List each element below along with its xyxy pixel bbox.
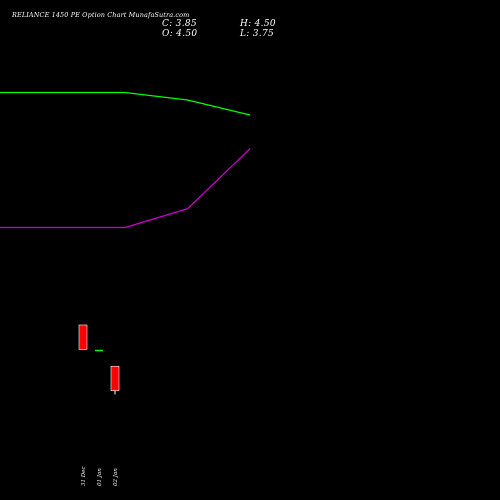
- candles: [78, 324, 120, 395]
- x-tick-label: 02 Jan: [113, 468, 119, 486]
- candle-body: [78, 324, 88, 350]
- chart-title: RELIANCE 1450 PE Option Chart MunafaSutr…: [12, 11, 190, 19]
- close-value: C: 3.85: [162, 19, 197, 29]
- candle-body: [95, 349, 103, 352]
- x-tick-label: 01 Jan: [97, 468, 103, 486]
- overlay-lines: [0, 91, 251, 229]
- candle-02-jan: [110, 365, 120, 395]
- green-overlay-line: [0, 91, 251, 116]
- purple-overlay-line: [0, 148, 251, 229]
- candle-body: [110, 365, 120, 391]
- low-value: L: 3.75: [240, 29, 275, 39]
- open-value: O: 4.50: [162, 29, 198, 39]
- x-tick-labels: 31 Dec 01 Jan 02 Jan: [81, 467, 119, 487]
- candle-01-jan: [95, 349, 103, 352]
- x-tick-label: 31 Dec: [81, 467, 87, 487]
- candle-31-dec: [78, 324, 88, 350]
- high-value: H: 4.50: [240, 19, 276, 29]
